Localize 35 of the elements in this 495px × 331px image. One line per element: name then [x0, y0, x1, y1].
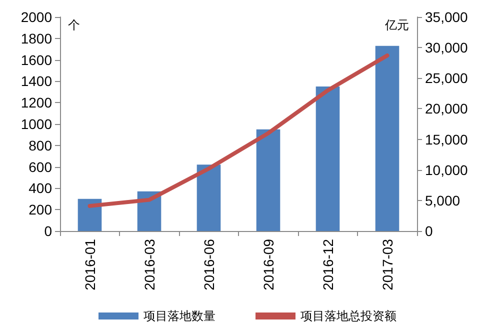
y-tick-label: 400 [28, 180, 52, 196]
x-tick-label: 2017-03 [379, 238, 396, 290]
x-tick-label: 2016-03 [141, 238, 158, 290]
y-axis-title: 个 [68, 18, 80, 32]
y-tick-label: 800 [28, 137, 52, 154]
y2-tick-label: 0 [425, 223, 433, 239]
legend-label: 项目落地数量 [144, 309, 216, 323]
y2-tick-label: 15,000 [425, 131, 468, 148]
y-tick-label: 1800 [20, 30, 52, 46]
y-tick-label: 2000 [20, 9, 52, 25]
y2-tick-label: 10,000 [425, 162, 468, 178]
y2-tick-label: 25,000 [425, 70, 468, 86]
bar [78, 198, 102, 231]
y2-tick-label: 20,000 [425, 100, 468, 117]
bar [196, 164, 221, 231]
y-tick-label: 1600 [20, 52, 52, 68]
y-tick-label: 200 [28, 202, 52, 218]
y-tick-label: 600 [28, 158, 52, 175]
y2-axis-title: 亿元 [384, 18, 409, 32]
y-tick-label: 1200 [20, 94, 52, 111]
bar [375, 46, 400, 231]
y2-tick-label: 30,000 [425, 40, 468, 56]
x-tick-label: 2016-09 [260, 238, 276, 290]
line-series [88, 54, 390, 208]
y-tick-label: 1400 [20, 73, 52, 90]
y2-tick-label: 5,000 [425, 192, 460, 208]
bar [316, 86, 340, 231]
x-tick-label: 2016-06 [200, 238, 217, 290]
x-tick-label: 2016-01 [82, 238, 98, 290]
legend-label: 项目落地总投资额 [300, 309, 396, 323]
y2-tick-label: 35,000 [425, 9, 468, 25]
y-tick-label: 1000 [20, 116, 52, 132]
x-tick-label: 2016-12 [320, 238, 336, 290]
y-tick-label: 0 [44, 223, 52, 239]
bar [256, 129, 280, 231]
